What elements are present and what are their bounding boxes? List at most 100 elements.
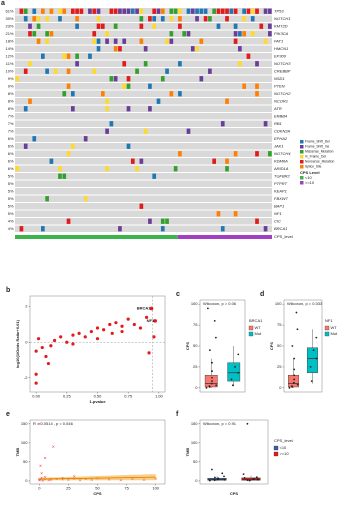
- mutation-cell: [113, 8, 118, 14]
- legend-swatch: [300, 176, 304, 180]
- mutation-cell: [263, 38, 268, 44]
- point: [296, 383, 299, 386]
- mutation-cell: [220, 226, 225, 232]
- legend-swatch: [300, 145, 304, 149]
- mutation-cell: [263, 226, 268, 232]
- percent-label: 6%: [8, 158, 14, 163]
- row-background: [15, 90, 272, 97]
- mutation-cell: [263, 8, 268, 14]
- point: [95, 337, 100, 341]
- mutation-cell: [122, 83, 127, 89]
- row-background: [15, 38, 272, 45]
- legend-swatch: [248, 325, 254, 331]
- point: [71, 342, 75, 346]
- x-axis-label: 1-pvalue: [89, 399, 106, 404]
- point: [114, 321, 118, 325]
- legend-label: WT: [331, 325, 338, 330]
- point: [295, 311, 298, 314]
- gene-label: ARID1A: [273, 166, 289, 171]
- legend-swatch: [300, 140, 304, 144]
- x-tick-label: 0.25: [63, 394, 72, 399]
- point: [237, 371, 240, 374]
- mutation-cell: [23, 68, 28, 74]
- mutation-cell: [70, 106, 75, 112]
- gene-label: HMCN1: [274, 46, 288, 51]
- mutation-cell: [96, 46, 101, 52]
- point: [293, 374, 296, 377]
- mutation-cell: [53, 68, 58, 74]
- gene-label: CDKN2A: [274, 128, 291, 133]
- mutation-cell: [45, 16, 49, 22]
- row-background: [15, 225, 272, 232]
- mutation-cell: [233, 23, 238, 29]
- row-background: [15, 143, 272, 150]
- mutation-cell: [45, 68, 49, 74]
- mutation-cell: [143, 128, 148, 134]
- mutation-cell: [58, 8, 62, 14]
- mutation-cell: [32, 8, 37, 14]
- mutation-cell: [182, 31, 187, 37]
- mutation-cell: [216, 211, 221, 217]
- point: [138, 326, 143, 330]
- mutation-cell: [130, 8, 135, 14]
- row-background: [15, 68, 272, 75]
- mutation-cell: [148, 16, 152, 22]
- mutation-cell: [19, 226, 24, 232]
- mutation-cell: [233, 31, 238, 37]
- percent-label: 6%: [8, 151, 14, 156]
- mutation-cell: [122, 61, 127, 67]
- mutation-cell: [212, 158, 217, 164]
- mutation-cell: [178, 23, 182, 29]
- point: [108, 322, 112, 327]
- point: [288, 386, 291, 389]
- mutation-cell: [263, 121, 268, 127]
- legend-title: CPS Level: [300, 170, 320, 175]
- mutation-cell: [113, 23, 118, 29]
- mutation-cell: [178, 16, 182, 22]
- row-background: [15, 15, 272, 22]
- row-background: [15, 203, 272, 210]
- point: [211, 370, 213, 372]
- row-background: [15, 165, 272, 172]
- mutation-cell: [246, 8, 251, 14]
- mutation-cell: [105, 38, 109, 44]
- percent-label: 5%: [8, 196, 14, 201]
- mutation-cell: [118, 226, 122, 232]
- mutation-cell: [148, 83, 152, 89]
- point: [110, 331, 114, 335]
- point: [312, 349, 315, 352]
- panel-letter: b: [6, 287, 10, 294]
- mutation-cell: [203, 8, 208, 14]
- point: [293, 378, 296, 381]
- mutation-cell: [238, 46, 242, 52]
- mutation-cell: [233, 151, 238, 157]
- point: [210, 382, 213, 385]
- mutation-cell: [105, 166, 109, 172]
- mutation-cell: [250, 8, 255, 14]
- percent-label: 61%: [5, 8, 13, 13]
- legend-swatch: [273, 445, 279, 451]
- mutation-cell: [32, 16, 37, 22]
- legend-title: CPS_level: [274, 438, 293, 443]
- y-tick-label: -2: [24, 375, 28, 380]
- mutation-cell: [220, 8, 225, 14]
- legend-swatch: [273, 451, 279, 457]
- mutation-cell: [225, 98, 229, 104]
- mutation-cell: [28, 23, 32, 29]
- mutation-cell: [113, 46, 118, 52]
- group-bar: [177, 235, 272, 239]
- x-tick-label: 100: [152, 486, 159, 491]
- mutation-cell: [246, 53, 251, 59]
- point: [292, 381, 295, 384]
- mutation-cell: [113, 76, 118, 82]
- mutation-cell: [199, 8, 204, 14]
- mutation-cell: [203, 16, 208, 22]
- mutation-cell: [75, 8, 79, 14]
- mutation-cell: [139, 23, 144, 29]
- mutation-cell: [242, 16, 246, 22]
- mutation-cell: [75, 23, 79, 29]
- mutation-cell: [238, 61, 242, 67]
- legend-label: Missense_Mutation: [305, 150, 334, 154]
- mutation-cell: [79, 8, 84, 14]
